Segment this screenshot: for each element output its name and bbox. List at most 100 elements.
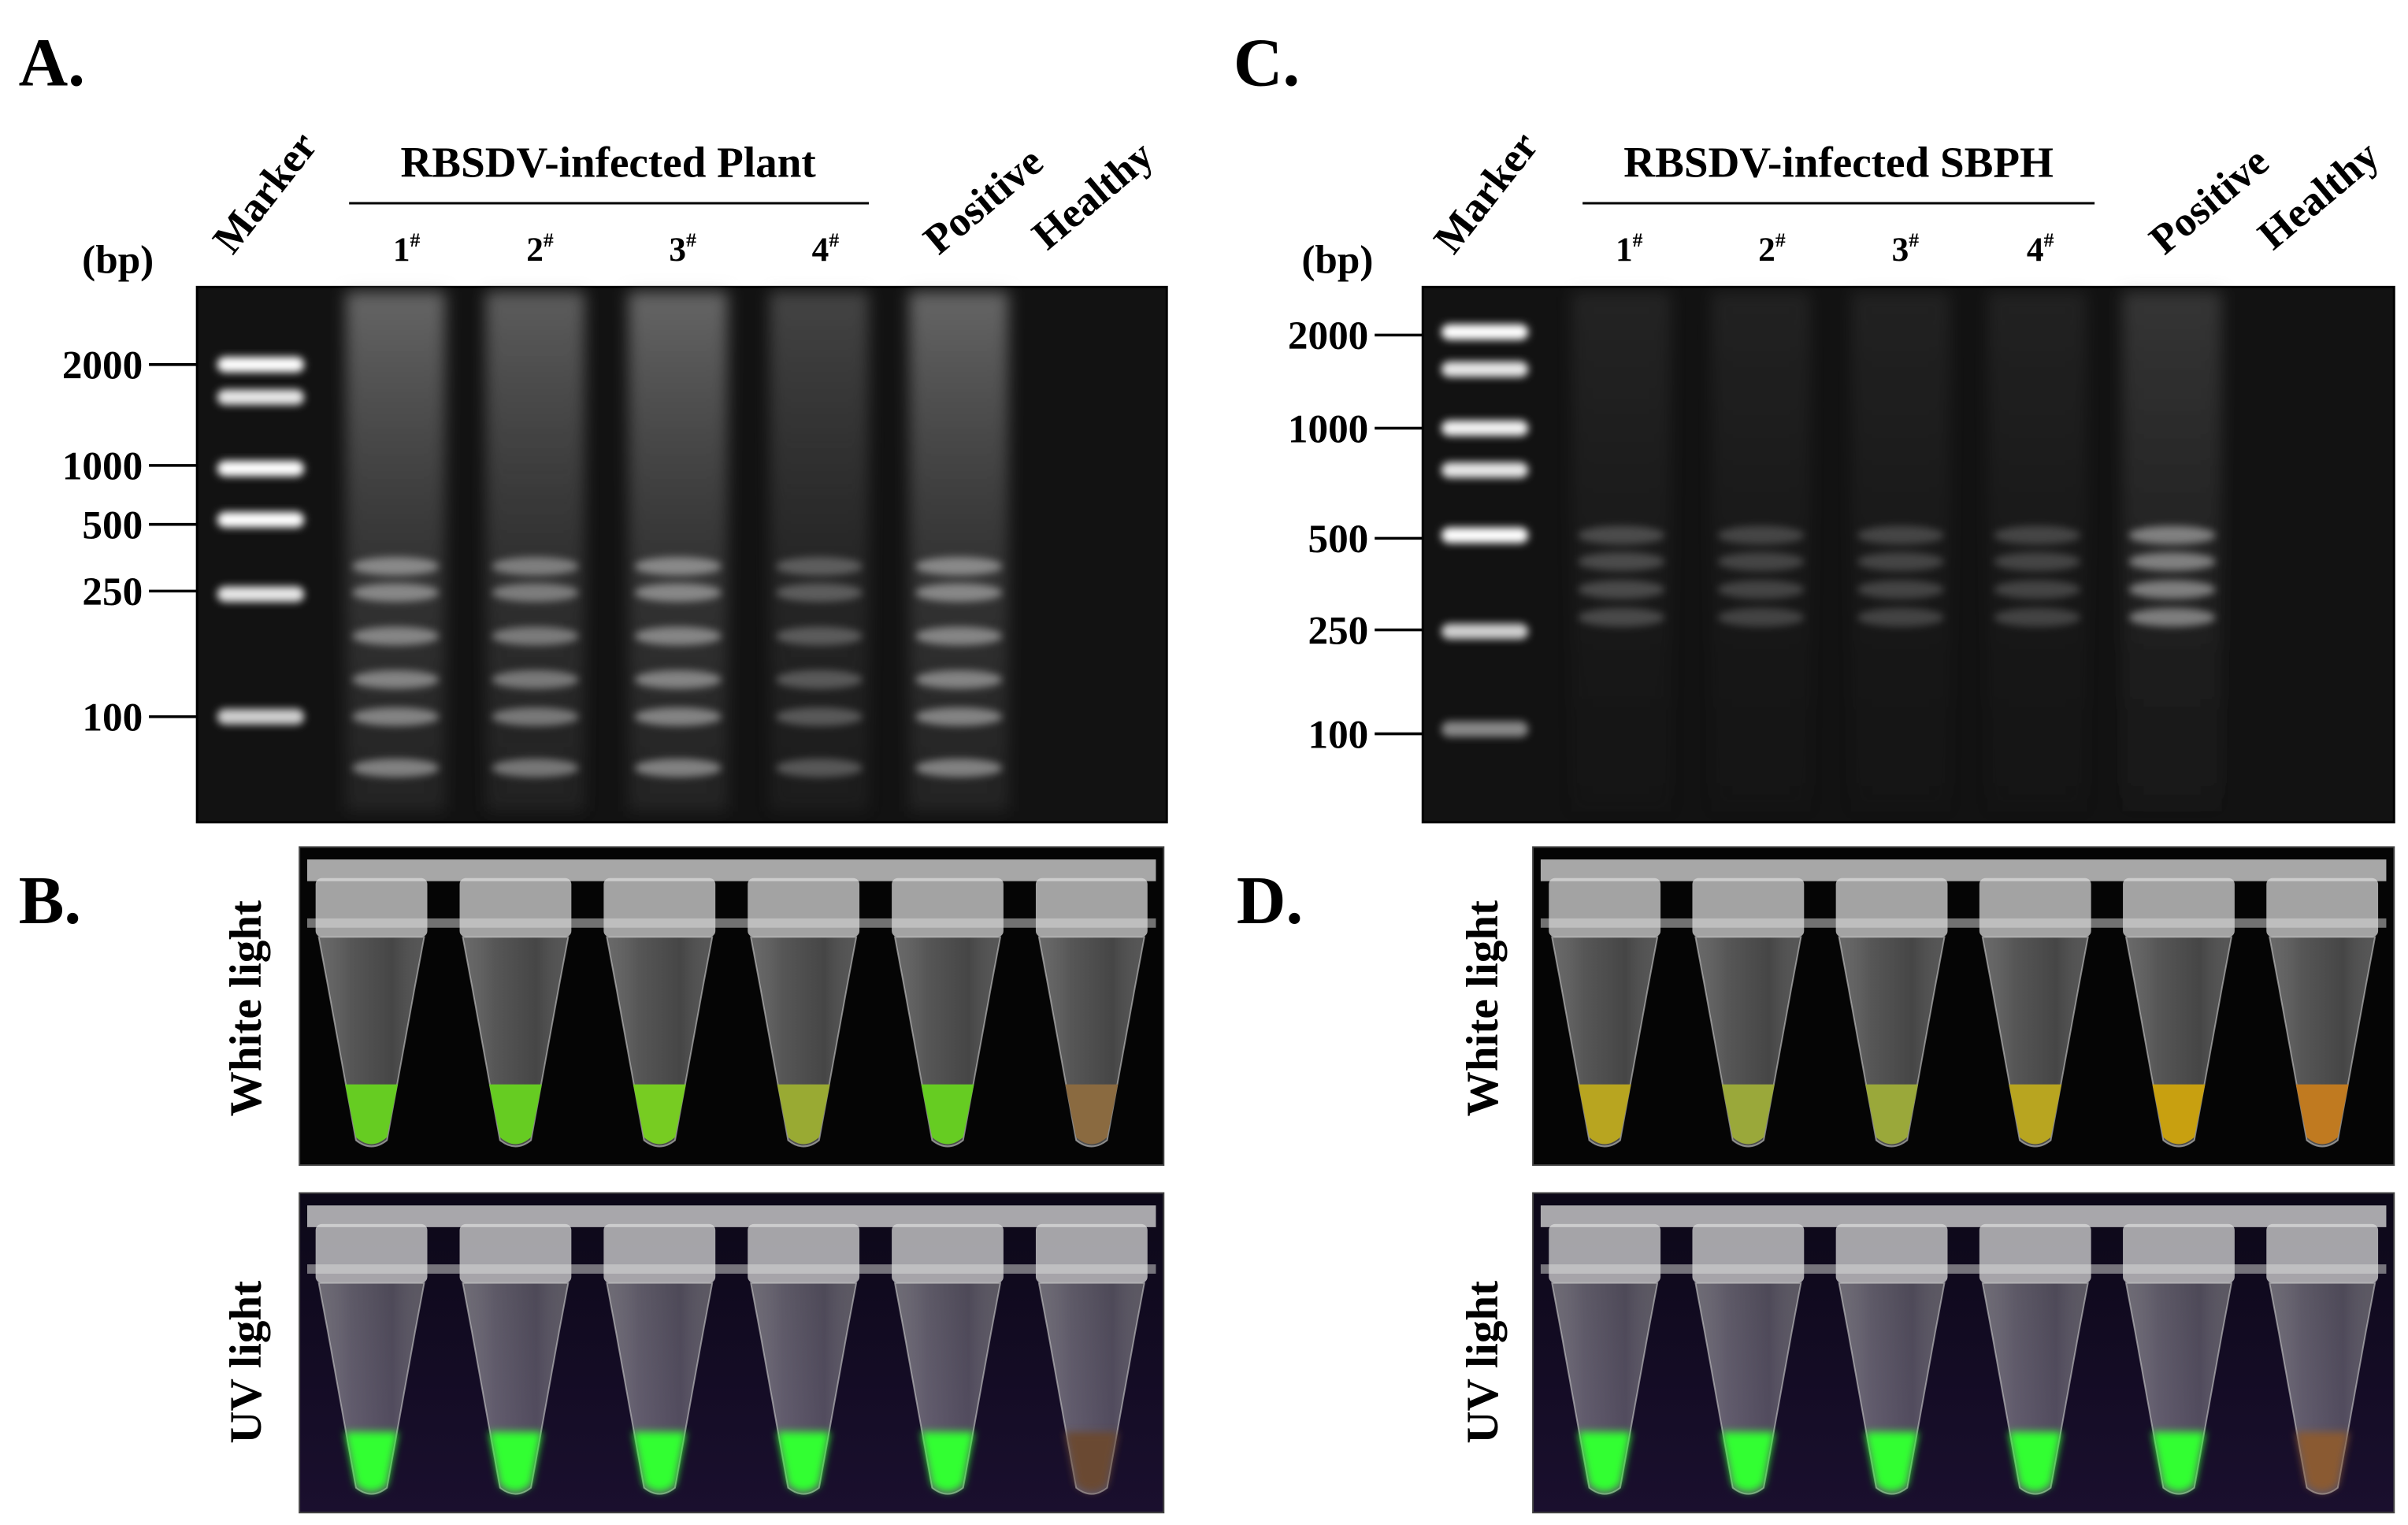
positive-label: Positive <box>915 138 1052 263</box>
gel-lane <box>485 291 585 812</box>
tube-liquid <box>488 1431 542 1492</box>
gel-band <box>1717 525 1805 545</box>
tube-cap <box>2266 1223 2379 1283</box>
healthy-label: Healthy <box>2249 132 2388 258</box>
panel-letter: B. <box>19 863 81 938</box>
gel-band <box>1994 525 2081 545</box>
gel-band <box>634 707 722 726</box>
tube-body <box>1981 936 2089 1148</box>
marker-band <box>217 511 305 528</box>
tube-liquid <box>1865 1431 1919 1492</box>
marker-band <box>217 356 305 373</box>
lane-superscript: # <box>829 228 839 251</box>
tube-body <box>2269 1282 2376 1495</box>
gel-band <box>492 626 579 646</box>
tube-strip <box>1540 859 2387 881</box>
gel-band <box>492 557 579 576</box>
group-title: RBSDV-infected Plant <box>401 139 817 187</box>
gel-lane <box>1850 291 1950 812</box>
lane-superscript: # <box>1909 228 1919 251</box>
tube-body <box>1037 1282 1146 1495</box>
tube-cap <box>2123 878 2235 937</box>
marker-band <box>1441 361 1529 377</box>
tube-cap <box>459 878 572 937</box>
tube-liquid <box>2009 1431 2062 1492</box>
tube-photo <box>299 1192 1165 1514</box>
marker-band <box>217 460 305 477</box>
size-label: 500 <box>82 503 143 547</box>
marker-label: Marker <box>203 123 326 262</box>
bp-unit: (bp) <box>1301 238 1373 283</box>
lane-label: 2# <box>1758 228 1786 269</box>
gel-lane <box>628 291 728 812</box>
tube-body <box>462 936 570 1148</box>
tube-body <box>2269 936 2376 1148</box>
tube-liquid <box>921 1431 974 1492</box>
marker-band <box>217 586 305 603</box>
healthy-label: Healthy <box>1023 132 1162 258</box>
tube-body <box>1551 1282 1659 1495</box>
gel-band <box>2128 525 2216 545</box>
lane-label: 4# <box>2027 228 2054 269</box>
gel-lane <box>909 291 1009 812</box>
tube-body <box>1037 936 1146 1148</box>
lane-label: 1# <box>393 228 421 269</box>
tube-cap <box>2266 878 2379 937</box>
tube-body <box>893 936 1002 1148</box>
lane-superscript: # <box>686 228 696 251</box>
tube-cap <box>748 878 860 937</box>
bp-unit: (bp) <box>82 238 154 283</box>
size-label: 1000 <box>62 444 143 489</box>
uv-light-label: UV light <box>221 1281 271 1444</box>
gel-band <box>2128 552 2216 571</box>
size-label: 2000 <box>1288 314 1368 358</box>
gel-lane <box>1571 291 1672 812</box>
marker-band <box>1441 527 1529 544</box>
gel-band <box>352 670 440 689</box>
lane-superscript: # <box>410 228 421 251</box>
tube-liquid <box>1721 1431 1775 1492</box>
tube-body <box>462 1282 570 1495</box>
gel-band <box>1578 552 1665 571</box>
tube-liquid <box>345 1084 399 1145</box>
tube-cap <box>603 1223 716 1283</box>
tube-cap <box>1549 878 1661 937</box>
gel-band <box>352 583 440 603</box>
gel-band <box>1857 552 1945 571</box>
gel-band <box>634 670 722 689</box>
tube-cap <box>1979 878 2091 937</box>
marker-band <box>1441 623 1529 640</box>
lane-superscript: # <box>2044 228 2054 251</box>
gel-band <box>915 583 1003 603</box>
gel-lane <box>769 291 870 812</box>
gel-band <box>352 557 440 576</box>
tube-cap <box>459 1223 572 1283</box>
tube-liquid <box>2295 1084 2349 1145</box>
gel-band <box>1578 608 1665 627</box>
group-title: RBSDV-infected SBPH <box>1623 139 2054 187</box>
tube-cap <box>603 878 716 937</box>
lane-number: 4 <box>812 231 829 269</box>
gel-band <box>775 670 863 689</box>
marker-band <box>1441 721 1529 737</box>
positive-label: Positive <box>2141 138 2278 263</box>
tube-liquid <box>2295 1431 2349 1492</box>
gel-band <box>915 557 1003 576</box>
tube-liquid <box>777 1431 830 1492</box>
tube-body <box>606 936 714 1148</box>
gel-lane <box>1711 291 1811 812</box>
gel-band <box>352 626 440 646</box>
tube-liquid <box>1065 1431 1119 1492</box>
tube-liquid <box>2009 1084 2062 1145</box>
gel-band <box>634 759 722 777</box>
gel-band <box>1994 608 2081 627</box>
lane-number: 2 <box>526 231 544 269</box>
tube-liquid <box>1721 1084 1775 1145</box>
lane-superscript: # <box>1633 228 1643 251</box>
gel-band <box>1994 552 2081 571</box>
gel-band <box>634 626 722 646</box>
tube-cap <box>892 878 1004 937</box>
white-light-label: White light <box>221 900 271 1116</box>
lane-label: 4# <box>812 228 840 269</box>
